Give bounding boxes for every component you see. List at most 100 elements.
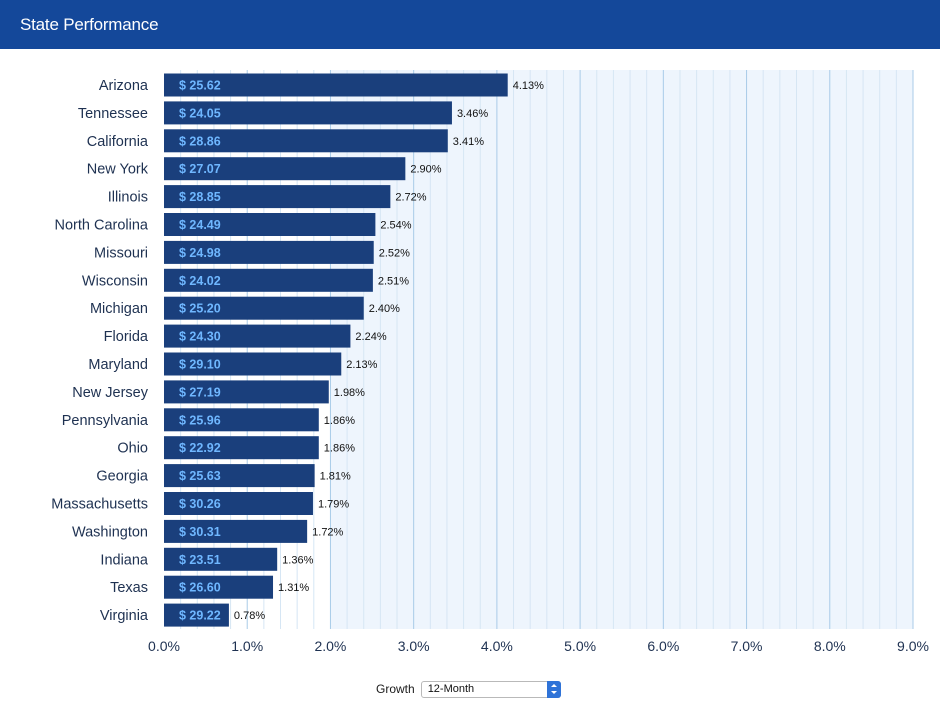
x-tick-label: 9.0% [897,638,929,654]
bar [164,324,351,348]
data-label: 1.79% [318,499,349,511]
bar-value-label: $ 23.51 [179,553,221,567]
category-label: California [87,134,149,150]
bar-value-label: $ 25.20 [179,302,221,316]
label-layer: Arizona $ 25.62 4.13% Tennessee $ 24.05 3.46%… [51,78,544,624]
category-label: Ohio [117,441,148,457]
x-tick-label: 7.0% [731,638,763,654]
bar-value-label: $ 30.26 [179,497,221,511]
data-label: 2.13% [346,359,377,371]
category-label: Wisconsin [82,273,148,289]
bar [164,268,373,292]
category-label: Virginia [100,608,149,624]
growth-period-select[interactable]: 12-Month [420,680,561,698]
bar [164,129,448,153]
bar [164,157,406,181]
bar-value-label: $ 24.05 [179,106,221,120]
data-label: 1.36% [282,554,313,566]
bar [164,352,342,376]
bar [164,408,319,432]
growth-label: Growth [376,682,415,696]
data-label: 2.52% [379,247,410,259]
bar [164,492,313,515]
category-label: Pennsylvania [62,413,149,429]
bar [164,185,391,209]
grid-layer [180,70,914,629]
bar-value-label: $ 29.10 [179,358,221,372]
data-label: 2.72% [395,192,426,204]
bar-value-label: $ 28.85 [179,190,221,204]
select-arrows-icon[interactable] [546,680,561,698]
data-label: 2.51% [378,275,409,287]
bar-value-label: $ 24.98 [179,246,221,260]
data-label: 0.78% [234,610,265,622]
category-label: Florida [104,329,149,345]
bar [164,603,229,627]
bar-value-label: $ 25.62 [179,79,221,93]
category-label: Michigan [90,301,148,317]
bar-value-label: $ 27.19 [179,385,221,399]
x-tick-label: 4.0% [481,638,513,654]
category-label: Massachusetts [51,497,148,513]
x-tick-label: 1.0% [231,638,263,654]
data-label: 1.31% [278,582,309,594]
data-label: 2.24% [355,331,386,343]
bar [164,575,274,599]
category-label: Illinois [108,190,148,206]
x-tick-label: 6.0% [647,638,679,654]
bar [164,547,278,571]
data-label: 1.72% [312,526,343,538]
bar-value-label: $ 24.49 [179,218,221,232]
category-label: Washington [72,524,148,540]
bar-value-label: $ 26.60 [179,581,221,595]
data-label: 3.41% [453,136,484,148]
data-label: 4.13% [513,80,544,92]
bar [164,73,508,97]
data-label: 2.40% [369,303,400,315]
data-label: 3.46% [457,108,488,120]
data-label: 2.54% [380,220,411,232]
category-label: Texas [110,580,148,596]
data-label: 1.81% [320,471,351,483]
bar-value-label: $ 22.92 [179,441,221,455]
bar-value-label: $ 25.63 [179,469,221,483]
category-label: Arizona [99,78,149,94]
x-tick-label: 8.0% [814,638,846,654]
bar-value-label: $ 25.96 [179,413,221,427]
bar [164,380,329,404]
bar [164,101,452,125]
x-tick-label: 2.0% [314,638,346,654]
category-label: New Jersey [72,385,148,401]
category-label: North Carolina [55,218,149,234]
bar-value-label: $ 30.31 [179,525,221,539]
state-performance-chart: Arizona $ 25.62 4.13% Tennessee $ 24.05 3.46%… [51,70,929,654]
bar [164,240,374,264]
category-label: Maryland [88,357,148,373]
header-bar: State Performance [0,0,940,49]
category-label: Missouri [94,245,148,261]
category-label: New York [87,162,149,178]
x-axis: 0.0% 1.0% 2.0% 3.0% 4.0% 5.0% 6.0% 7.0% 8.0% 9.0% [148,638,929,654]
bar [164,519,308,543]
page-title: State Performance [20,15,159,34]
bar-value-label: $ 27.07 [179,162,221,176]
category-label: Georgia [96,469,149,485]
bar [164,296,364,320]
plot-band [330,70,913,629]
x-tick-label: 3.0% [398,638,430,654]
bar-value-label: $ 29.22 [179,609,221,623]
data-label: 1.98% [334,387,365,399]
bar [164,436,319,460]
bar [164,464,315,488]
bar-value-label: $ 24.30 [179,330,221,344]
bar-layer [164,73,508,627]
x-tick-label: 5.0% [564,638,596,654]
growth-period-value: 12-Month [427,682,475,695]
bar-value-label: $ 28.86 [179,134,221,148]
data-label: 1.86% [324,443,355,455]
data-label: 1.86% [324,415,355,427]
category-label: Tennessee [78,106,148,122]
x-tick-label: 0.0% [148,638,180,654]
bar [164,213,376,236]
bar-value-label: $ 24.02 [179,274,221,288]
